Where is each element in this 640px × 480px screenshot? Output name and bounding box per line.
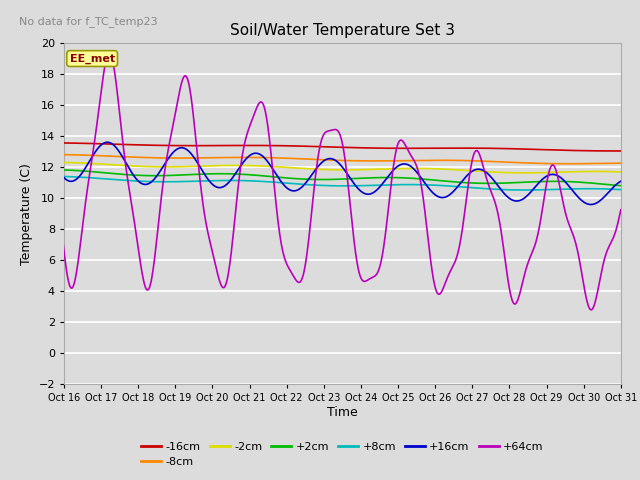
Title: Soil/Water Temperature Set 3: Soil/Water Temperature Set 3: [230, 23, 455, 38]
Text: EE_met: EE_met: [70, 53, 115, 64]
Text: No data for f_TC_temp23: No data for f_TC_temp23: [19, 16, 158, 27]
Legend: -16cm, -8cm, -2cm, +2cm, +8cm, +16cm, +64cm: -16cm, -8cm, -2cm, +2cm, +8cm, +16cm, +6…: [137, 437, 548, 472]
Y-axis label: Temperature (C): Temperature (C): [20, 163, 33, 264]
X-axis label: Time: Time: [327, 406, 358, 419]
